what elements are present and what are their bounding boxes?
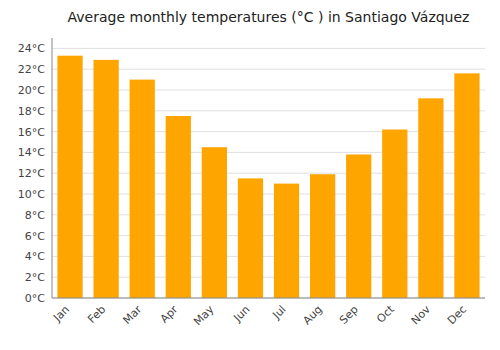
y-tick-label: 12°C xyxy=(18,167,45,180)
bar xyxy=(202,147,227,298)
bar xyxy=(310,174,335,298)
y-axis-line xyxy=(52,38,53,298)
y-tick-label: 6°C xyxy=(25,230,45,243)
y-tick-label: 0°C xyxy=(25,292,45,305)
x-tick-label: Nov xyxy=(409,303,434,328)
bar xyxy=(418,98,443,298)
y-tick-label: 16°C xyxy=(18,126,45,139)
y-axis-group: 0°C 2°C 4°C 6°C 8°C 10°C 12°C 14°C 16°C 18°C 20°C 2… xyxy=(18,42,485,305)
bars xyxy=(57,56,479,298)
x-tick-label: Feb xyxy=(85,303,108,326)
x-axis-line xyxy=(52,298,485,299)
bar xyxy=(454,73,479,298)
chart-container: Average monthly temperatures (°C ) in Sa… xyxy=(0,0,500,350)
x-tick-label: Aug xyxy=(300,303,324,327)
grid-line xyxy=(52,48,485,49)
x-tick-label: Sep xyxy=(337,303,361,327)
title: Average monthly temperatures (°C ) in Sa… xyxy=(68,9,470,25)
y-tick-label: 4°C xyxy=(25,250,45,263)
bar xyxy=(57,56,82,298)
chart-svg: Average monthly temperatures (°C ) in Sa… xyxy=(0,0,500,350)
y-tick-label: 14°C xyxy=(18,146,45,159)
x-tick-label: Jul xyxy=(269,303,288,322)
grid-line xyxy=(52,298,485,299)
x-tick-label: Jun xyxy=(231,303,253,325)
y-tick-label: 18°C xyxy=(18,105,45,118)
bar xyxy=(166,116,191,298)
x-tick-label: Oct xyxy=(374,302,397,325)
bar xyxy=(238,178,263,298)
x-tick-label: Apr xyxy=(158,303,181,326)
bar xyxy=(274,184,299,298)
x-tick-label: Dec xyxy=(445,303,469,327)
y-tick-label: 20°C xyxy=(18,84,45,97)
x-tick-label: Jan xyxy=(50,303,72,325)
y-tick-label: 8°C xyxy=(25,209,45,222)
bar xyxy=(130,80,155,298)
bar xyxy=(346,154,371,298)
x-tick-label: May xyxy=(191,303,217,329)
x-tick-label: Mar xyxy=(120,303,144,327)
y-tick-label: 10°C xyxy=(18,188,45,201)
y-tick-label: 22°C xyxy=(18,63,45,76)
y-tick-label: 2°C xyxy=(25,271,45,284)
bar xyxy=(93,60,118,298)
bar xyxy=(382,130,407,298)
x-axis-group: Jan Feb Mar Apr May Jun Jul Aug Sep Oct Nov Dec xyxy=(50,302,469,328)
y-tick-label: 24°C xyxy=(18,42,45,55)
